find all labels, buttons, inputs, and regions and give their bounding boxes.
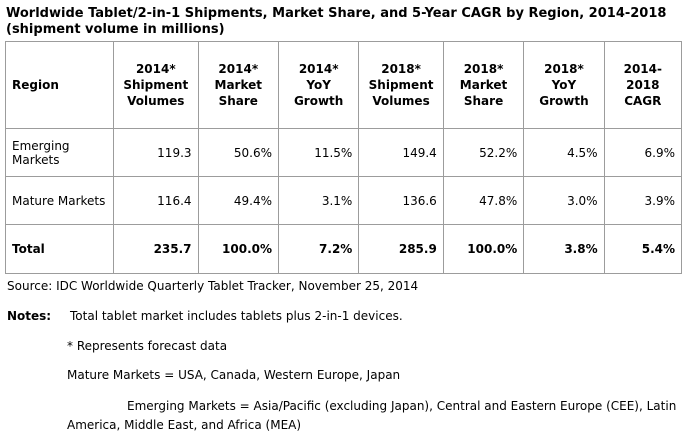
- table-cell: 3.0%: [523, 176, 605, 225]
- table-header-row: Region 2014* Shipment Volumes 2014* Mark…: [4, 41, 683, 129]
- table-cell: 119.3: [113, 128, 199, 177]
- table-cell: Mature Markets: [4, 176, 115, 225]
- table-cell: 11.5%: [277, 128, 360, 177]
- table-cell: 3.8%: [523, 224, 605, 274]
- table-cell: 3.1%: [277, 176, 360, 225]
- column-header-2014-shipment-volumes: 2014* Shipment Volumes: [113, 41, 199, 129]
- table-cell: 4.5%: [523, 128, 605, 177]
- table-cell: Emerging Markets: [4, 128, 115, 177]
- note-item: * Represents forecast data: [67, 339, 228, 353]
- table-total-row: Total 235.7 100.0% 7.2% 285.9 100.0% 3.8…: [4, 224, 683, 274]
- column-header-cagr: 2014-2018 CAGR: [603, 41, 683, 129]
- table-cell: 136.6: [358, 176, 444, 225]
- table-cell: 100.0%: [197, 224, 280, 274]
- table-cell: 3.9%: [603, 176, 683, 225]
- note-item: Total tablet market includes tablets plu…: [70, 309, 403, 323]
- table-cell: 47.8%: [442, 176, 525, 225]
- column-header-2018-market-share: 2018* Market Share: [442, 41, 525, 129]
- shipments-table: Region 2014* Shipment Volumes 2014* Mark…: [4, 41, 683, 274]
- column-header-2014-market-share: 2014* Market Share: [197, 41, 280, 129]
- source-line: Source: IDC Worldwide Quarterly Tablet T…: [7, 279, 419, 293]
- column-header-region: Region: [4, 41, 115, 129]
- table-cell: 235.7: [113, 224, 199, 274]
- table-cell: 5.4%: [603, 224, 683, 274]
- column-header-2014-yoy-growth: 2014* YoY Growth: [277, 41, 360, 129]
- column-header-2018-yoy-growth: 2018* YoY Growth: [523, 41, 605, 129]
- column-header-2018-shipment-volumes: 2018* Shipment Volumes: [358, 41, 444, 129]
- table-cell: 149.4: [358, 128, 444, 177]
- note-item: Emerging Markets = Asia/Pacific (excludi…: [67, 399, 677, 432]
- table-cell: 52.2%: [442, 128, 525, 177]
- notes-label: Notes:: [7, 309, 52, 323]
- table-cell: 116.4: [113, 176, 199, 225]
- table-cell: 100.0%: [442, 224, 525, 274]
- note-item: Mature Markets = USA, Canada, Western Eu…: [67, 368, 401, 382]
- table-cell: 6.9%: [603, 128, 683, 177]
- table-cell: 49.4%: [197, 176, 280, 225]
- table-row: Emerging Markets 119.3 50.6% 11.5% 149.4…: [4, 128, 683, 177]
- table-cell: 50.6%: [197, 128, 280, 177]
- table-title: Worldwide Tablet/2-in-1 Shipments, Marke…: [6, 6, 667, 37]
- table-cell: 7.2%: [277, 224, 360, 274]
- table-row: Mature Markets 116.4 49.4% 3.1% 136.6 47…: [4, 176, 683, 225]
- table-cell: Total: [4, 224, 115, 274]
- table-cell: 285.9: [358, 224, 444, 274]
